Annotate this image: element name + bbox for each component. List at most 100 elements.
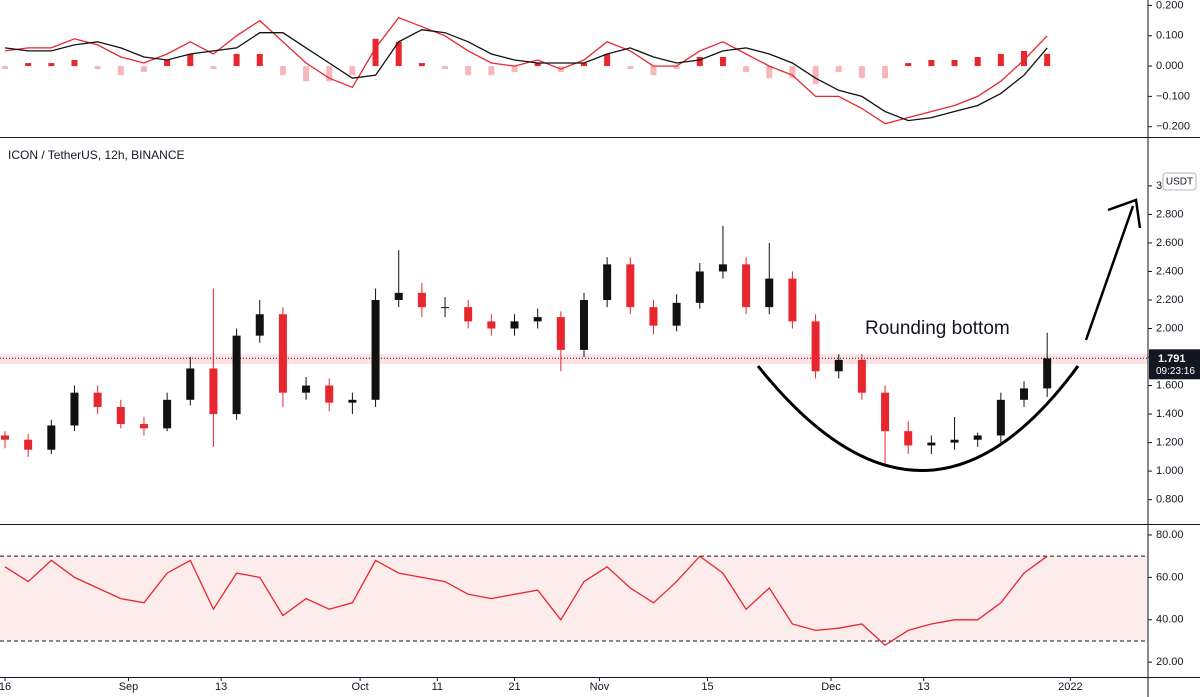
y-tick-label: 1.000 xyxy=(1156,465,1184,477)
histogram-bar xyxy=(25,63,32,67)
histogram-bar xyxy=(164,60,171,67)
candle-body xyxy=(209,368,218,415)
histogram-bar xyxy=(349,66,356,76)
histogram-bar xyxy=(534,63,541,67)
x-tick-label: 16 xyxy=(0,681,11,693)
histogram-bar xyxy=(812,66,819,85)
macd-line xyxy=(4,29,1048,122)
histogram-bar xyxy=(882,66,889,79)
x-tick-label: 13 xyxy=(918,681,930,693)
histogram-bar xyxy=(94,66,101,70)
histogram-bar xyxy=(719,56,726,67)
histogram-bar xyxy=(580,63,587,67)
candle-body xyxy=(533,317,542,322)
last-price-badge xyxy=(1149,349,1200,380)
candle-body xyxy=(371,299,380,400)
histogram-bar xyxy=(766,66,773,79)
y-tick-label: 2.000 xyxy=(1156,322,1184,334)
candle-body xyxy=(672,302,681,326)
last-price-label: 1.791 xyxy=(1158,353,1186,365)
histogram-bar xyxy=(326,66,333,82)
histogram-bar xyxy=(650,66,657,76)
x-tick-label: Sep xyxy=(119,681,139,693)
x-tick-label: Dec xyxy=(821,681,841,693)
candle-body xyxy=(232,335,241,415)
histogram-bar xyxy=(2,66,9,70)
candle-body xyxy=(348,399,357,403)
candle-body xyxy=(70,392,79,426)
candle-body xyxy=(255,314,264,336)
histogram-bar xyxy=(233,53,240,67)
candle-body xyxy=(626,264,635,308)
histogram-bar xyxy=(743,66,750,73)
candle-body xyxy=(718,264,727,272)
histogram-bar xyxy=(140,66,147,73)
histogram-bar xyxy=(627,66,634,70)
histogram-bar xyxy=(48,63,55,67)
candle-body xyxy=(325,385,334,403)
candle-body xyxy=(47,425,56,450)
x-tick-label: 11 xyxy=(432,681,443,693)
x-tick-label: 15 xyxy=(701,681,713,693)
macd-line xyxy=(4,16,1048,125)
histogram-bar xyxy=(442,66,449,70)
histogram-bar xyxy=(117,66,124,76)
y-tick-label: −0.100 xyxy=(1156,90,1190,102)
x-tick-label: Nov xyxy=(590,681,610,693)
candle-body xyxy=(93,392,102,407)
candle-body xyxy=(186,368,195,400)
histogram-bar xyxy=(1044,53,1051,67)
y-tick-label: 2.400 xyxy=(1156,265,1184,277)
histogram-bar xyxy=(997,53,1004,67)
symbol-title: ICON / TetherUS, 12h, BINANCE xyxy=(8,148,185,162)
y-tick-label: −0.200 xyxy=(1156,121,1190,133)
arrow-shaft xyxy=(1084,205,1135,341)
candle-body xyxy=(510,321,519,329)
countdown: 09:23:16 xyxy=(1156,366,1195,377)
candle-body xyxy=(904,431,913,446)
y-tick-label: 1.600 xyxy=(1156,379,1184,391)
candle-body xyxy=(441,307,450,309)
x-tick-label: 21 xyxy=(508,681,520,693)
histogram-bar xyxy=(974,56,981,67)
y-tick-label: 2.200 xyxy=(1156,294,1184,306)
y-tick-label: 2.800 xyxy=(1156,208,1184,220)
arrow-head xyxy=(1107,198,1142,229)
candle-body xyxy=(834,359,843,372)
histogram-bar xyxy=(372,38,379,67)
candle-body xyxy=(927,442,936,446)
histogram-bar xyxy=(835,66,842,73)
candle-body xyxy=(1043,358,1052,389)
candle-body xyxy=(811,321,820,372)
y-tick-label: 1.200 xyxy=(1156,436,1184,448)
unit-label[interactable]: USDT xyxy=(1166,177,1193,188)
histogram-bar xyxy=(279,66,286,76)
candle-body xyxy=(163,399,172,429)
candle-body xyxy=(394,292,403,300)
histogram-bar xyxy=(187,53,194,67)
histogram-bar xyxy=(488,66,495,76)
histogram-bar xyxy=(256,53,263,67)
candle-body xyxy=(695,271,704,303)
y-tick-label: 0.000 xyxy=(1156,60,1184,72)
candle-body xyxy=(278,314,287,393)
candle-body xyxy=(302,385,311,393)
histogram-bar xyxy=(951,60,958,67)
candle-body xyxy=(857,359,866,393)
candle-body xyxy=(742,264,751,308)
candle-body xyxy=(765,278,774,308)
histogram-bar xyxy=(395,41,402,67)
y-tick-label: 60.00 xyxy=(1156,571,1184,583)
y-tick-label: 1.400 xyxy=(1156,408,1184,420)
histogram-bar xyxy=(210,66,217,70)
candle-body xyxy=(139,424,148,429)
unit-badge[interactable] xyxy=(1162,172,1197,191)
y-tick-label: 2.600 xyxy=(1156,237,1184,249)
candle-body xyxy=(996,399,1005,436)
y-tick-label: 40.00 xyxy=(1156,614,1184,626)
histogram-bar xyxy=(673,66,680,70)
zone xyxy=(0,354,1148,365)
histogram-bar xyxy=(858,66,865,79)
